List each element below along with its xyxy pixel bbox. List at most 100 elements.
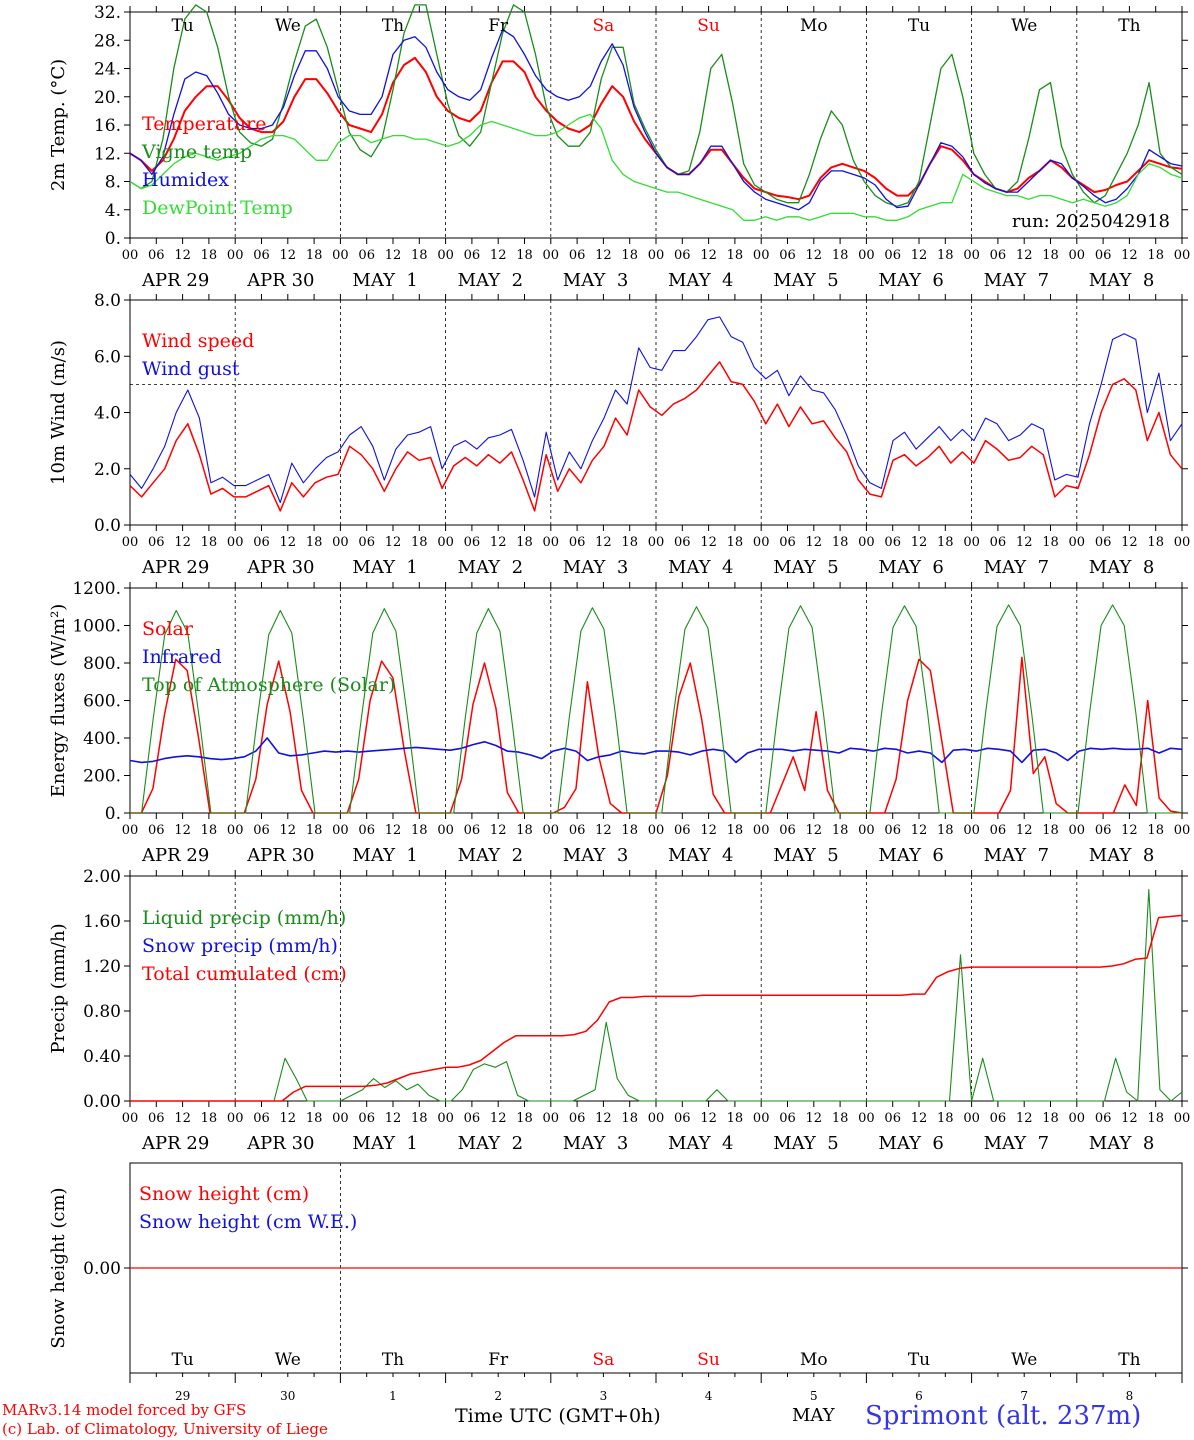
x-tick-label: 18 [621,248,638,263]
day-number: 6 [915,1389,923,1403]
date-label: APR 29 [141,557,209,578]
x-tick-label: 06 [358,535,375,550]
x-tick-label: 12 [806,248,823,263]
legend-entry: Liquid precip (mm/h) [142,907,346,929]
legend-entry: Temperature [142,113,266,135]
series-line-total-cumulated-cm- [130,914,1183,1102]
x-tick-label: 06 [884,535,901,550]
x-tick-label: 18 [411,1111,428,1126]
date-label: MAY 2 [458,557,523,578]
x-tick-label: 18 [727,535,744,550]
x-tick-label: 00 [648,535,665,550]
x-tick-label: 12 [280,1111,297,1126]
x-tick-label: 00 [122,823,139,838]
x-tick-label: 12 [174,248,191,263]
date-label: MAY 1 [352,1133,417,1154]
x-tick-label: 06 [464,535,481,550]
x-tick-label: 00 [437,823,454,838]
x-tick-label: 00 [543,823,560,838]
x-tick-label: 00 [1069,823,1086,838]
y-tick-label: 1.60 [83,912,121,932]
legend-entry: Total cumulated (cm) [142,963,347,985]
day-name: Tu [171,16,193,36]
date-label: MAY 3 [563,270,628,291]
x-tick-label: 12 [1121,535,1138,550]
x-tick-label: 06 [990,823,1007,838]
x-tick-label: 06 [990,1111,1007,1126]
y-tick-label: 800. [83,654,121,674]
x-tick-label: 00 [1174,535,1191,550]
y-tick-label: 0.00 [83,1259,121,1279]
legend-entry: Snow height (cm W.E.) [139,1211,357,1233]
date-label: APR 29 [141,270,209,291]
x-tick-label: 18 [937,823,954,838]
x-tick-label: 06 [674,248,691,263]
x-tick-label: 18 [1147,823,1164,838]
x-tick-label: 18 [621,535,638,550]
day-number: 2 [494,1389,502,1403]
legend-entry: Infrared [142,646,222,668]
y-tick-label: 12. [94,144,121,164]
y-tick-label: 0.0 [94,516,121,536]
x-tick-label: 00 [543,248,560,263]
x-tick-label: 12 [595,248,612,263]
time-axis-label: Time UTC (GMT+0h) [455,1405,661,1427]
x-tick-label: 12 [490,535,507,550]
x-tick-label: 00 [122,248,139,263]
x-tick-label: 12 [174,535,191,550]
x-tick-label: 12 [490,1111,507,1126]
x-tick-label: 12 [1016,823,1033,838]
x-tick-label: 06 [464,823,481,838]
series-line-infrared [129,737,1183,764]
x-tick-label: 12 [1016,1111,1033,1126]
x-tick-label: 12 [595,1111,612,1126]
x-tick-label: 12 [1121,823,1138,838]
x-tick-label: 18 [727,823,744,838]
date-label: MAY 5 [773,845,838,866]
date-label: MAY 2 [458,1133,523,1154]
x-tick-label: 12 [1121,248,1138,263]
day-name: Th [1118,1350,1140,1370]
x-tick-label: 18 [1147,535,1164,550]
y-tick-label: 16. [94,116,121,136]
date-label: MAY 3 [563,1133,628,1154]
x-tick-label: 18 [306,1111,323,1126]
x-tick-label: 12 [385,248,402,263]
day-name: Su [697,1350,720,1370]
day-name: Th [382,16,404,36]
date-label: MAY 4 [668,557,733,578]
date-label: APR 29 [141,1133,209,1154]
x-tick-label: 12 [700,823,717,838]
x-tick-label: 06 [884,823,901,838]
day-number: 3 [600,1389,608,1403]
x-tick-label: 00 [332,535,349,550]
x-tick-label: 00 [858,1111,875,1126]
x-tick-label: 18 [621,823,638,838]
x-tick-label: 18 [306,248,323,263]
x-tick-label: 00 [963,823,980,838]
x-tick-label: 18 [937,535,954,550]
x-tick-label: 00 [753,1111,770,1126]
date-label: MAY 8 [1089,845,1154,866]
y-tick-label: 28. [94,31,121,51]
day-name: Th [1118,16,1140,36]
x-tick-label: 12 [280,823,297,838]
date-label: MAY 3 [563,557,628,578]
x-tick-label: 00 [648,823,665,838]
y-axis-label: Precip (mm/h) [48,923,69,1053]
date-label: MAY 8 [1089,557,1154,578]
x-tick-label: 12 [174,1111,191,1126]
series-line-dewpoint-temp [129,113,1183,221]
x-tick-label: 00 [437,248,454,263]
y-tick-label: 20. [94,88,121,108]
date-label: MAY 7 [984,557,1049,578]
x-tick-label: 18 [1042,248,1059,263]
x-tick-label: 12 [806,823,823,838]
x-tick-label: 18 [516,535,533,550]
x-tick-label: 18 [832,248,849,263]
panel-2 [124,294,1188,531]
x-tick-label: 00 [227,535,244,550]
day-name: Su [697,16,720,36]
x-tick-label: 00 [648,248,665,263]
day-number: 4 [705,1389,713,1403]
